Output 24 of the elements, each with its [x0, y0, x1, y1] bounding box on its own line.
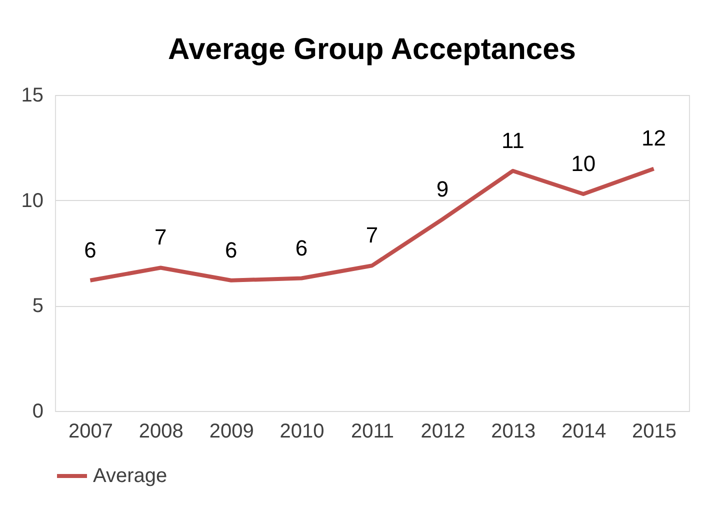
data-label: 6 — [224, 237, 238, 262]
x-tick-label: 2007 — [68, 420, 113, 442]
y-tick-label: 0 — [32, 400, 44, 422]
y-tick-label: 5 — [32, 295, 44, 318]
x-tick-label: 2011 — [350, 420, 394, 442]
x-tick-label: 2008 — [138, 420, 184, 442]
data-label: 7 — [366, 222, 378, 248]
x-tick-label: 2012 — [420, 420, 466, 442]
data-label: 11 — [501, 128, 524, 153]
y-tick-label: 10 — [21, 190, 44, 212]
data-label: 12 — [642, 126, 666, 151]
x-tick-label: 2013 — [491, 420, 536, 442]
x-tick-label: 2009 — [209, 420, 254, 442]
x-tick-label: 2010 — [280, 420, 324, 442]
data-label: 6 — [84, 237, 96, 262]
legend-label: Average — [93, 465, 168, 487]
data-label: 10 — [571, 151, 596, 176]
chart-title: Average Group Acceptances — [168, 33, 576, 66]
x-tick-label: 2014 — [562, 420, 606, 442]
data-label: 9 — [436, 176, 449, 202]
data-label: 6 — [295, 235, 308, 260]
data-label: 7 — [154, 224, 167, 250]
y-tick-label: 15 — [21, 84, 44, 106]
x-tick-label: 2015 — [632, 420, 677, 442]
